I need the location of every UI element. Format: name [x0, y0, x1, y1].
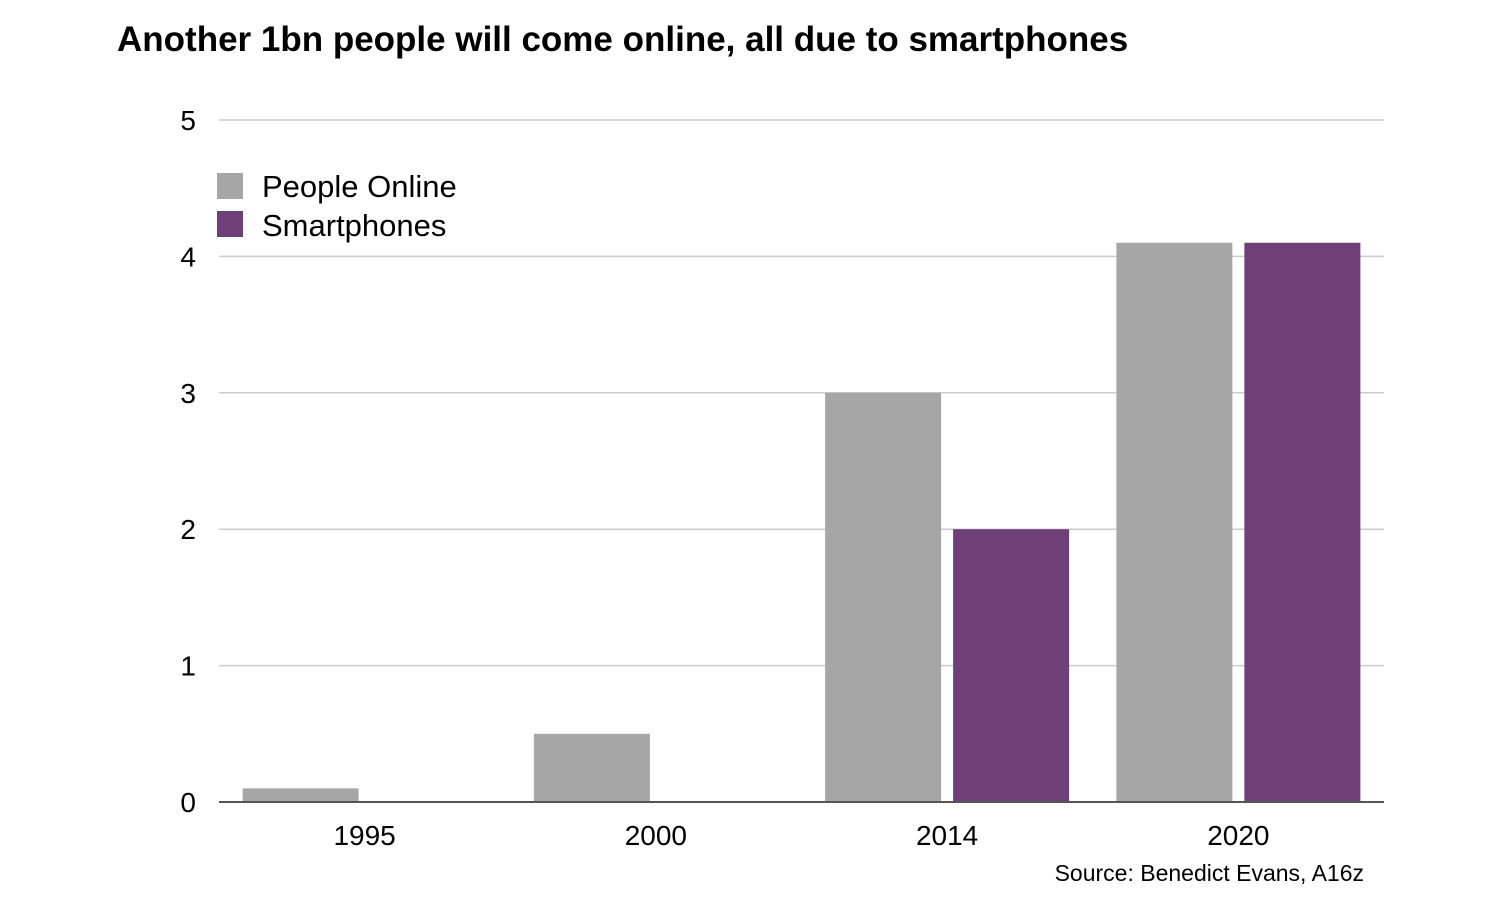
bar-smartphones-2020: [1244, 242, 1361, 802]
legend-label-smartphones: Smartphones: [262, 208, 446, 243]
legend: People Online Smartphones: [217, 169, 457, 243]
y-tick-label: 2: [180, 514, 196, 545]
y-tick-label: 4: [180, 241, 196, 272]
legend-swatch-people-online: [217, 173, 243, 199]
x-tick-label: 1995: [333, 820, 395, 851]
source-note: Source: Benedict Evans, A16z: [1055, 860, 1364, 886]
bar-people-online-1995: [242, 788, 359, 802]
bar-people-online-2014: [825, 392, 942, 802]
y-tick-label: 3: [180, 378, 196, 409]
y-tick-label: 1: [180, 651, 196, 682]
bars: [242, 242, 1361, 802]
y-tick-label: 5: [180, 105, 196, 136]
legend-label-people-online: People Online: [262, 169, 457, 204]
bar-people-online-2000: [533, 733, 650, 802]
x-tick-label: 2000: [625, 820, 687, 851]
bar-people-online-2020: [1116, 242, 1233, 802]
x-tick-label: 2014: [916, 820, 978, 851]
y-axis-tick-labels: 0 1 2 3 4 5: [180, 105, 196, 818]
bar-smartphones-2014: [953, 529, 1070, 802]
legend-swatch-smartphones: [217, 211, 243, 237]
x-axis-tick-labels: 1995 2000 2014 2020: [333, 820, 1269, 851]
y-tick-label: 0: [180, 787, 196, 818]
chart-title: Another 1bn people will come online, all…: [117, 20, 1128, 59]
x-tick-label: 2020: [1207, 820, 1269, 851]
